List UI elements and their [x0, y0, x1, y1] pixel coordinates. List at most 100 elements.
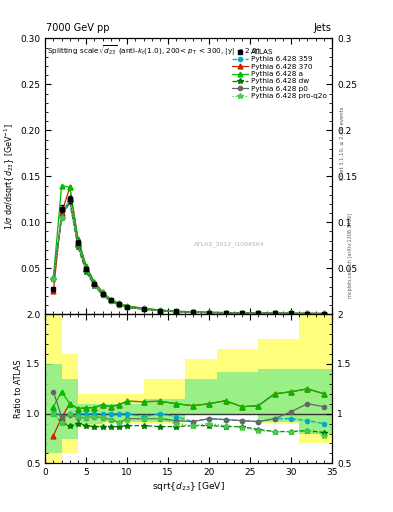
- Pythia 6.428 370: [51, 288, 56, 294]
- Pythia 6.428 a: [141, 305, 146, 311]
- Pythia 6.428 a: [68, 184, 72, 190]
- Pythia 6.428 p0: [141, 306, 146, 312]
- Pythia 6.428 dw: [75, 244, 80, 250]
- Pythia 6.428 359: [207, 310, 211, 316]
- Pythia 6.428 a: [289, 310, 294, 316]
- Pythia 6.428 pro-q2o: [125, 304, 130, 310]
- Pythia 6.428 a: [108, 296, 113, 303]
- Pythia 6.428 a: [84, 263, 88, 269]
- Pythia 6.428 dw: [117, 302, 121, 308]
- Pythia 6.428 a: [256, 310, 261, 316]
- Pythia 6.428 pro-q2o: [51, 276, 56, 283]
- Pythia 6.428 a: [59, 182, 64, 188]
- Pythia 6.428 dw: [305, 310, 310, 316]
- Pythia 6.428 a: [272, 310, 277, 316]
- Pythia 6.428 p0: [84, 267, 88, 273]
- Pythia 6.428 359: [240, 310, 244, 316]
- Text: Splitting scale$\sqrt{d_{23}}$ (anti-$k_t$(1.0), 200< $p_T$ < 300, |y| < 2.0): Splitting scale$\sqrt{d_{23}}$ (anti-$k_…: [48, 44, 261, 58]
- Pythia 6.428 pro-q2o: [256, 310, 261, 316]
- Pythia 6.428 a: [240, 310, 244, 316]
- Pythia 6.428 a: [100, 289, 105, 295]
- Pythia 6.428 a: [174, 308, 179, 314]
- Pythia 6.428 p0: [240, 310, 244, 316]
- Pythia 6.428 370: [117, 300, 121, 306]
- Pythia 6.428 dw: [256, 310, 261, 316]
- Y-axis label: Ratio to ATLAS: Ratio to ATLAS: [14, 359, 23, 418]
- Pythia 6.428 a: [75, 236, 80, 242]
- Pythia 6.428 pro-q2o: [141, 306, 146, 312]
- Pythia 6.428 370: [92, 279, 97, 285]
- Pythia 6.428 370: [256, 310, 261, 316]
- Pythia 6.428 p0: [75, 242, 80, 248]
- Pythia 6.428 a: [51, 274, 56, 281]
- Pythia 6.428 370: [75, 236, 80, 242]
- Pythia 6.428 359: [190, 309, 195, 315]
- Pythia 6.428 dw: [174, 309, 179, 315]
- Pythia 6.428 359: [51, 276, 56, 283]
- Pythia 6.428 p0: [190, 309, 195, 315]
- Pythia 6.428 359: [125, 304, 130, 310]
- Pythia 6.428 p0: [272, 310, 277, 316]
- Pythia 6.428 p0: [117, 302, 121, 308]
- Pythia 6.428 dw: [92, 283, 97, 289]
- Pythia 6.428 pro-q2o: [92, 282, 97, 288]
- Pythia 6.428 370: [223, 310, 228, 316]
- Pythia 6.428 dw: [84, 269, 88, 275]
- Text: mcplots.cern.ch [arXiv:1306.3436]: mcplots.cern.ch [arXiv:1306.3436]: [349, 214, 353, 298]
- Pythia 6.428 a: [117, 300, 121, 306]
- Pythia 6.428 pro-q2o: [158, 308, 162, 314]
- Text: Rivet 3.1.10, ≥ 2.6M events: Rivet 3.1.10, ≥ 2.6M events: [340, 106, 344, 180]
- Line: Pythia 6.428 pro-q2o: Pythia 6.428 pro-q2o: [51, 197, 327, 316]
- Pythia 6.428 359: [305, 310, 310, 316]
- Pythia 6.428 dw: [207, 310, 211, 316]
- Pythia 6.428 370: [305, 310, 310, 316]
- Pythia 6.428 359: [223, 310, 228, 316]
- Pythia 6.428 p0: [207, 310, 211, 316]
- Pythia 6.428 370: [158, 307, 162, 313]
- Pythia 6.428 dw: [289, 310, 294, 316]
- Pythia 6.428 pro-q2o: [207, 310, 211, 316]
- X-axis label: sqrt{$d_{23}$} [GeV]: sqrt{$d_{23}$} [GeV]: [152, 480, 225, 493]
- Pythia 6.428 359: [158, 308, 162, 314]
- Pythia 6.428 370: [272, 310, 277, 316]
- Pythia 6.428 370: [100, 289, 105, 295]
- Pythia 6.428 a: [158, 307, 162, 313]
- Pythia 6.428 370: [108, 296, 113, 303]
- Line: Pythia 6.428 359: Pythia 6.428 359: [51, 197, 326, 316]
- Pythia 6.428 370: [84, 263, 88, 269]
- Pythia 6.428 370: [68, 184, 72, 190]
- Pythia 6.428 pro-q2o: [289, 310, 294, 316]
- Pythia 6.428 dw: [125, 304, 130, 310]
- Pythia 6.428 p0: [68, 197, 72, 203]
- Pythia 6.428 p0: [100, 292, 105, 298]
- Pythia 6.428 370: [59, 210, 64, 216]
- Pythia 6.428 p0: [223, 310, 228, 316]
- Pythia 6.428 a: [92, 279, 97, 285]
- Pythia 6.428 dw: [141, 306, 146, 312]
- Text: 7000 GeV pp: 7000 GeV pp: [46, 23, 110, 33]
- Pythia 6.428 359: [68, 196, 72, 202]
- Legend: ATLAS, Pythia 6.428 359, Pythia 6.428 370, Pythia 6.428 a, Pythia 6.428 dw, Pyth: ATLAS, Pythia 6.428 359, Pythia 6.428 37…: [231, 48, 329, 100]
- Pythia 6.428 p0: [305, 310, 310, 316]
- Pythia 6.428 p0: [108, 298, 113, 305]
- Text: ATLAS_2012_I1094564: ATLAS_2012_I1094564: [195, 241, 265, 247]
- Pythia 6.428 dw: [158, 308, 162, 314]
- Pythia 6.428 p0: [289, 310, 294, 316]
- Pythia 6.428 370: [240, 310, 244, 316]
- Pythia 6.428 370: [174, 308, 179, 314]
- Pythia 6.428 dw: [223, 310, 228, 316]
- Pythia 6.428 370: [125, 303, 130, 309]
- Pythia 6.428 359: [92, 281, 97, 287]
- Pythia 6.428 pro-q2o: [68, 196, 72, 202]
- Pythia 6.428 pro-q2o: [59, 215, 64, 221]
- Pythia 6.428 pro-q2o: [117, 302, 121, 308]
- Pythia 6.428 pro-q2o: [305, 310, 310, 316]
- Pythia 6.428 359: [141, 306, 146, 312]
- Pythia 6.428 dw: [59, 215, 64, 221]
- Pythia 6.428 370: [289, 310, 294, 316]
- Pythia 6.428 dw: [100, 292, 105, 298]
- Pythia 6.428 370: [207, 309, 211, 315]
- Pythia 6.428 359: [108, 297, 113, 304]
- Pythia 6.428 a: [125, 303, 130, 309]
- Pythia 6.428 359: [84, 266, 88, 272]
